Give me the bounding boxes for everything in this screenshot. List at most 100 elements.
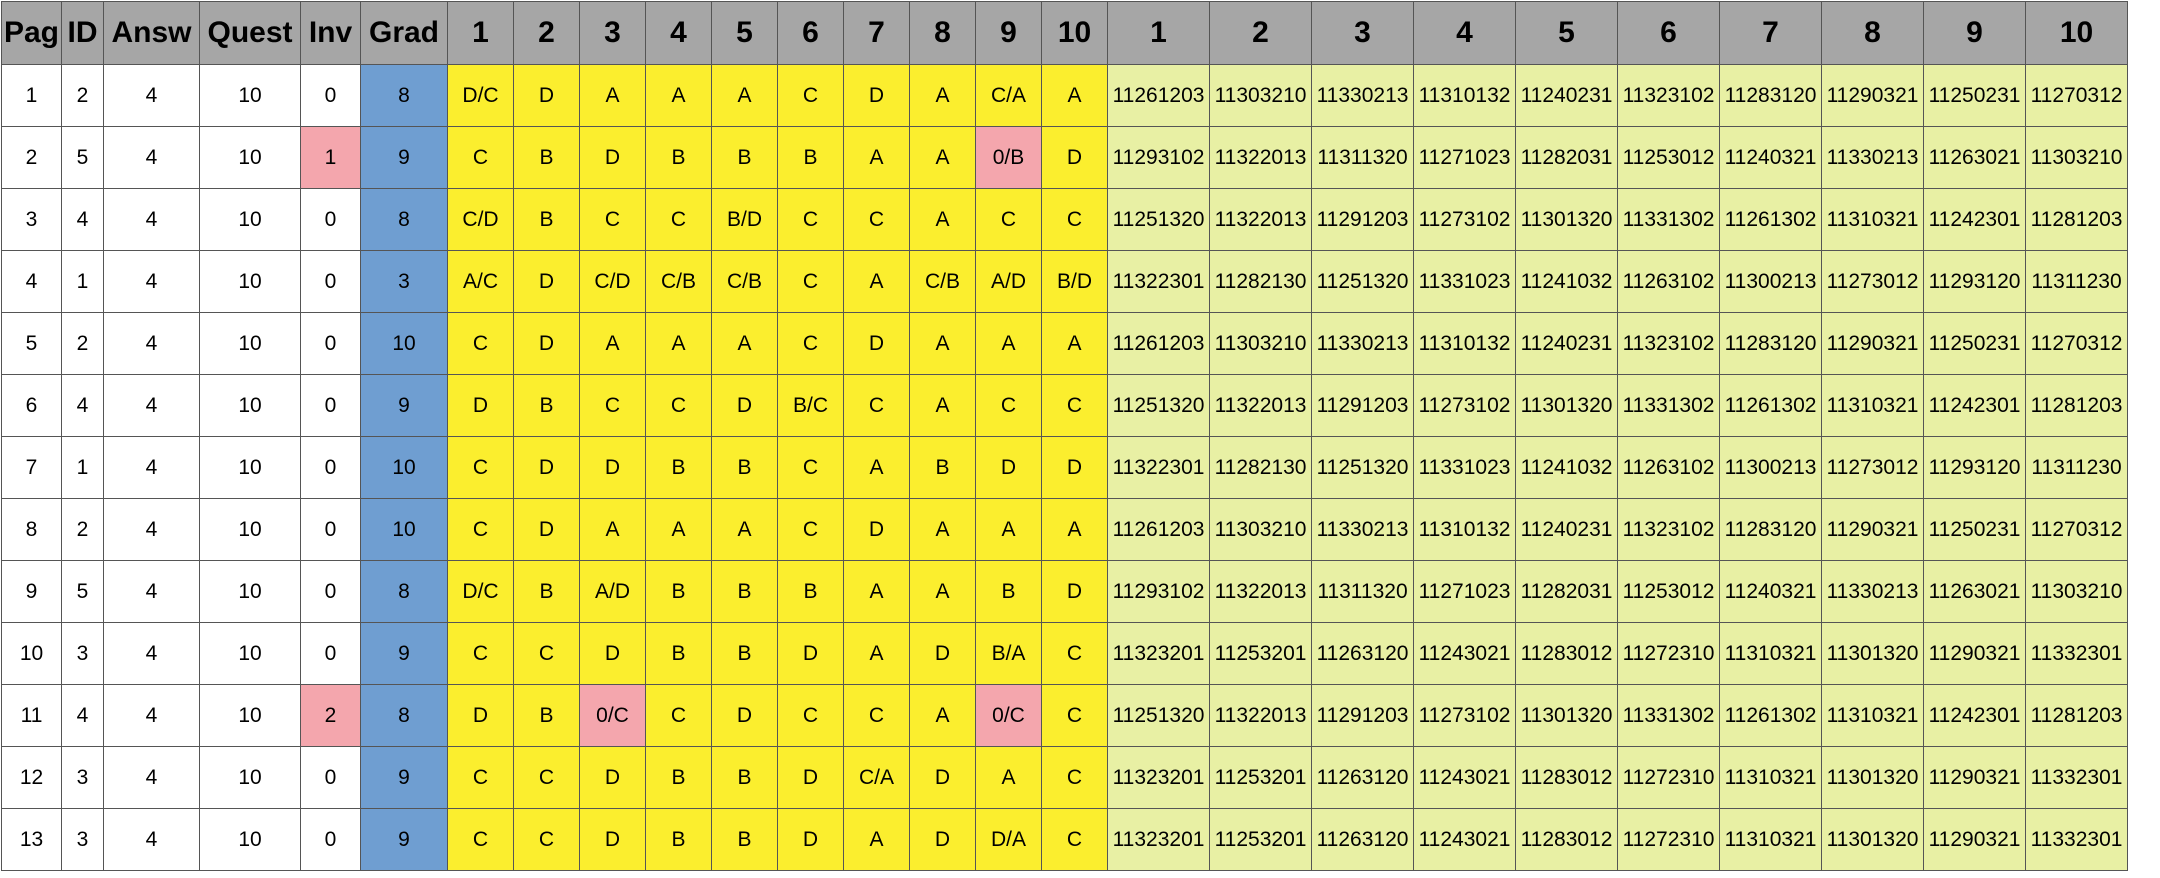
answer-cell: A: [909, 374, 976, 437]
answer-cell: C/D: [579, 250, 646, 313]
answer-cell: C: [975, 188, 1042, 251]
key-cell: 11310132: [1413, 498, 1516, 561]
answer-cell: D: [1041, 560, 1108, 623]
answers-cell: 4: [103, 188, 200, 251]
answer-cell: C/B: [711, 250, 778, 313]
answer-cell: C: [513, 622, 580, 685]
id-cell: 3: [61, 808, 104, 871]
key-cell: 11251320: [1107, 188, 1210, 251]
key-cell: 11281203: [2025, 188, 2128, 251]
key-cell: 11253012: [1617, 560, 1720, 623]
key-cell: 11253201: [1209, 808, 1312, 871]
table-row: 9 5 4 10 0 8 D/C B A/D B B B A A B D 11293102 11322013 113…: [1, 560, 2128, 623]
id-cell: 5: [61, 560, 104, 623]
key-cell: 11291203: [1311, 374, 1414, 437]
key-cell: 11263021: [1923, 126, 2026, 189]
key-cell: 11263021: [1923, 560, 2026, 623]
key-cell: 11303210: [2025, 126, 2128, 189]
key-cell: 11301320: [1821, 622, 1924, 685]
answer-cell: A: [975, 498, 1042, 561]
grade-cell: 10: [360, 436, 448, 499]
answer-cell: D: [579, 622, 646, 685]
key-cell: 11323102: [1617, 64, 1720, 127]
table-row: 1 2 4 10 0 8 D/C D A A A C D A C/A A 11261203 11303210 113…: [1, 64, 2128, 127]
answer-cell: C: [447, 622, 514, 685]
key-cell: 11301320: [1515, 374, 1618, 437]
answer-cell: B: [645, 746, 712, 809]
invalid-cell: 0: [300, 498, 361, 561]
key-cell: 11251320: [1107, 684, 1210, 747]
answer-cell: D: [843, 498, 910, 561]
header-key-3: 3: [1311, 1, 1414, 65]
answer-cell: C: [777, 188, 844, 251]
key-cell: 11250231: [1923, 312, 2026, 375]
header-answer-9: 9: [975, 1, 1042, 65]
header-answer-1: 1: [447, 1, 514, 65]
answer-cell: B: [711, 560, 778, 623]
answers-cell: 4: [103, 436, 200, 499]
key-cell: 11271023: [1413, 126, 1516, 189]
key-cell: 11263120: [1311, 746, 1414, 809]
key-cell: 11240321: [1719, 126, 1822, 189]
answer-cell: D: [843, 64, 910, 127]
key-cell: 11261203: [1107, 64, 1210, 127]
answer-cell: C: [777, 312, 844, 375]
answer-cell: B: [711, 622, 778, 685]
questions-cell: 10: [199, 684, 301, 747]
answer-cell: C: [645, 188, 712, 251]
header-questions: Quest: [199, 1, 301, 65]
answer-cell: B: [909, 436, 976, 499]
invalid-cell: 0: [300, 746, 361, 809]
answer-cell: B: [645, 560, 712, 623]
key-cell: 11322013: [1209, 126, 1312, 189]
answer-cell: B/A: [975, 622, 1042, 685]
answer-cell: A: [843, 436, 910, 499]
answer-cell: B: [645, 436, 712, 499]
header-key-5: 5: [1515, 1, 1618, 65]
page-cell: 4: [1, 250, 62, 313]
key-cell: 11331023: [1413, 436, 1516, 499]
header-page: Pag: [1, 1, 62, 65]
id-cell: 4: [61, 684, 104, 747]
key-cell: 11331302: [1617, 684, 1720, 747]
answer-cell: A: [579, 498, 646, 561]
header-answer-10: 10: [1041, 1, 1108, 65]
key-cell: 11272310: [1617, 808, 1720, 871]
key-cell: 11251320: [1107, 374, 1210, 437]
key-cell: 11270312: [2025, 64, 2128, 127]
key-cell: 11293102: [1107, 560, 1210, 623]
questions-cell: 10: [199, 250, 301, 313]
answer-cell: A: [843, 808, 910, 871]
key-cell: 11272310: [1617, 622, 1720, 685]
answer-cell: B/C: [777, 374, 844, 437]
key-cell: 11243021: [1413, 746, 1516, 809]
key-cell: 11330213: [1821, 560, 1924, 623]
answer-cell: A: [645, 312, 712, 375]
answer-cell: B: [513, 374, 580, 437]
table-row: 3 4 4 10 0 8 C/D B C C B/D C C A C C 11251320 11322013 112…: [1, 188, 2128, 251]
answer-cell: D: [777, 622, 844, 685]
key-cell: 11273012: [1821, 250, 1924, 313]
answer-cell: D: [909, 808, 976, 871]
id-cell: 5: [61, 126, 104, 189]
answer-cell: 0/C: [579, 684, 646, 747]
answer-cell: C: [1041, 808, 1108, 871]
invalid-cell: 0: [300, 64, 361, 127]
table-row: 11 4 4 10 2 8 D B 0/C C D C C A 0/C C 11251320 11322013 11…: [1, 684, 2128, 747]
key-cell: 11301320: [1821, 746, 1924, 809]
answer-cell: D: [579, 436, 646, 499]
key-cell: 11283012: [1515, 746, 1618, 809]
answer-cell: B: [975, 560, 1042, 623]
answer-cell: C: [513, 746, 580, 809]
key-cell: 11263102: [1617, 436, 1720, 499]
id-cell: 2: [61, 64, 104, 127]
table-row: 6 4 4 10 0 9 D B C C D B/C C A C C 11251320 11322013 11291…: [1, 374, 2128, 437]
grade-cell: 10: [360, 312, 448, 375]
table-row: 4 1 4 10 0 3 A/C D C/D C/B C/B C A C/B A/D B/D 11322301 1…: [1, 250, 2128, 313]
answer-cell: C: [579, 188, 646, 251]
answer-cell: C: [975, 374, 1042, 437]
key-cell: 11310132: [1413, 312, 1516, 375]
answer-cell: C: [777, 250, 844, 313]
questions-cell: 10: [199, 560, 301, 623]
key-cell: 11273102: [1413, 684, 1516, 747]
